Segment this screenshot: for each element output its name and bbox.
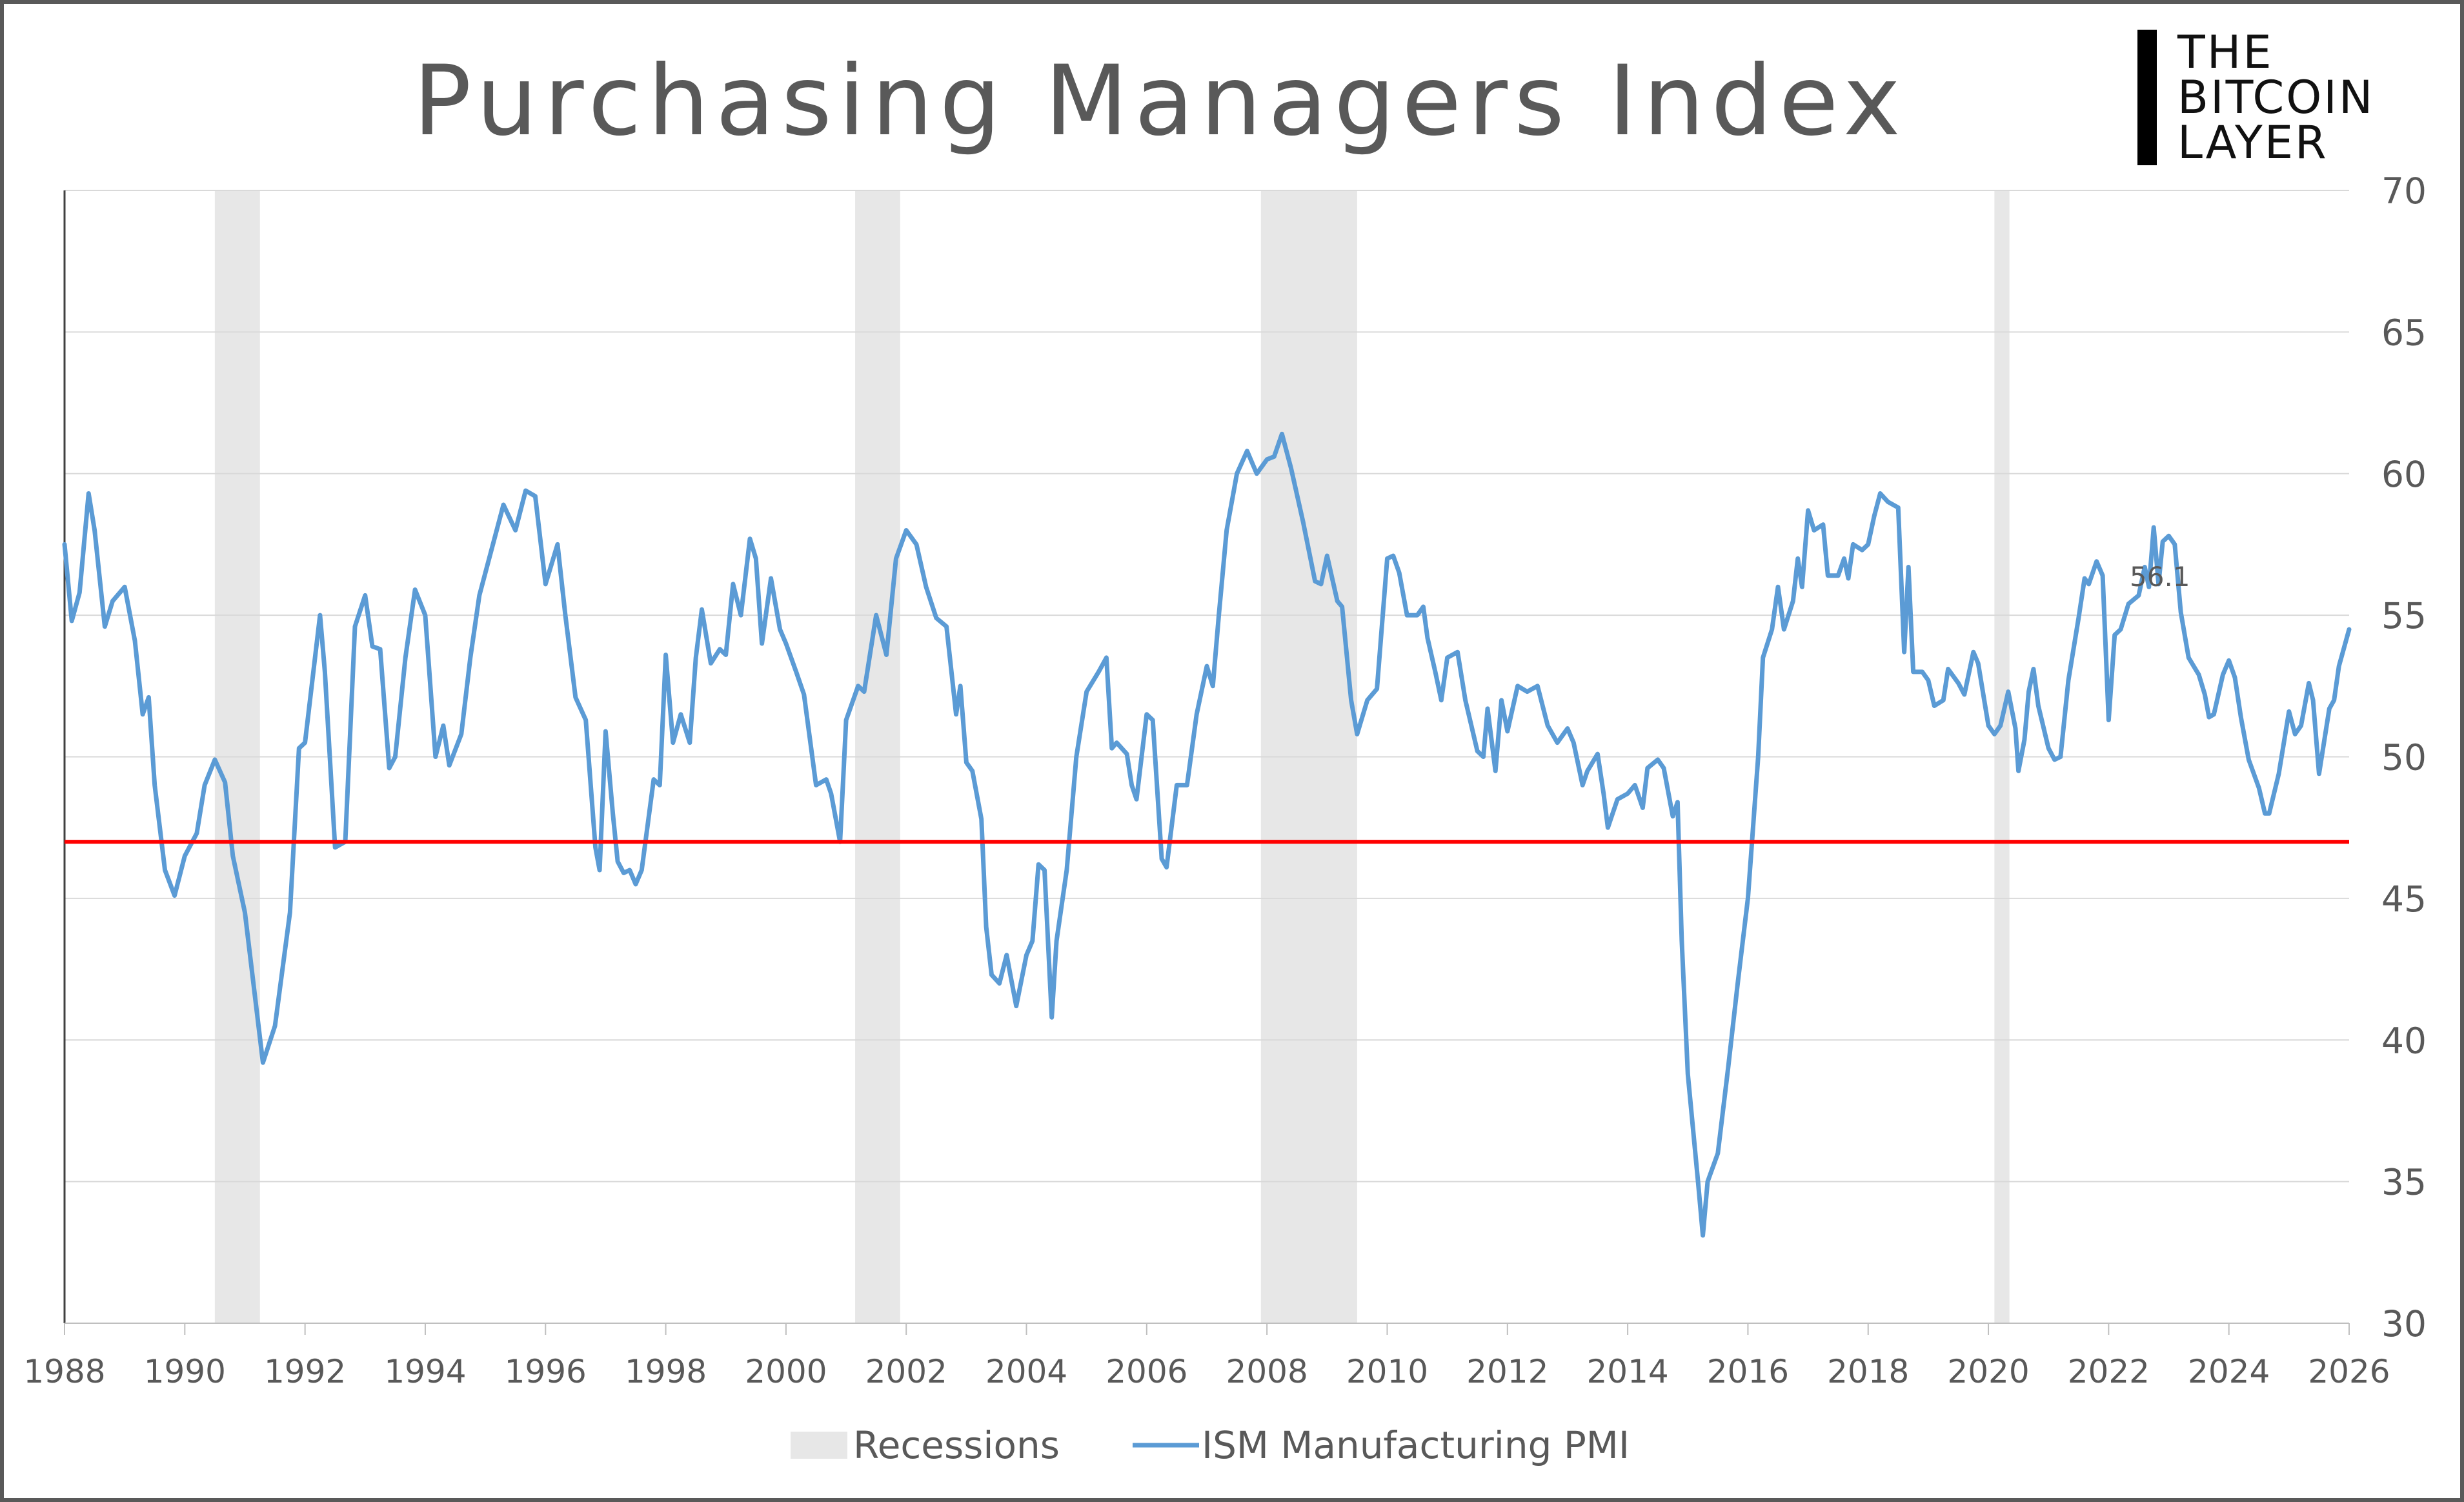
x-tick-1988: 1988 xyxy=(23,1353,105,1390)
x-tick-2024: 2024 xyxy=(2188,1353,2270,1390)
legend-swatch-recessions xyxy=(791,1432,847,1459)
x-tick-2026: 2026 xyxy=(2308,1353,2390,1390)
x-tick-2010: 2010 xyxy=(1346,1353,1428,1390)
y-tick-70: 70 xyxy=(2381,170,2427,212)
x-tick-1990: 1990 xyxy=(144,1353,226,1390)
x-tick-2008: 2008 xyxy=(1226,1353,1308,1390)
x-tick-2006: 2006 xyxy=(1106,1353,1187,1390)
series-line-0 xyxy=(62,431,2352,1238)
logo-line-3: LAYER xyxy=(2177,116,2328,169)
brand-logo: THE BITCOIN LAYER xyxy=(2137,30,2441,167)
y-tick-50: 50 xyxy=(2381,737,2427,778)
x-tick-labels: 1988 1990 1992 1994 1996 1998 2000 2002 2004 2006… xyxy=(23,1323,2390,1390)
x-tick-2002: 2002 xyxy=(865,1353,947,1390)
y-tick-30: 30 xyxy=(2381,1303,2427,1345)
legend-label-pmi: ISM Manufacturing PMI xyxy=(1202,1423,1630,1467)
x-tick-1998: 1998 xyxy=(625,1353,707,1390)
x-tick-1992: 1992 xyxy=(264,1353,346,1390)
x-tick-2012: 2012 xyxy=(1466,1353,1548,1390)
x-tick-2018: 2018 xyxy=(1827,1353,1909,1390)
series-layer xyxy=(62,431,2352,1238)
legend: Recessions ISM Manufacturing PMI xyxy=(791,1423,1630,1467)
y-tick-45: 45 xyxy=(2381,878,2427,920)
x-tick-2020: 2020 xyxy=(1947,1353,2029,1390)
x-tick-1996: 1996 xyxy=(505,1353,587,1390)
x-tick-2014: 2014 xyxy=(1586,1353,1668,1390)
last-value-label: 56.1 xyxy=(2130,561,2190,593)
logo-bar xyxy=(2137,30,2157,165)
y-tick-labels: 30 35 40 45 50 55 60 65 70 xyxy=(2381,170,2427,1345)
x-tick-1994: 1994 xyxy=(384,1353,466,1390)
x-tick-2016: 2016 xyxy=(1707,1353,1789,1390)
y-tick-40: 40 xyxy=(2381,1020,2427,1061)
y-tick-35: 35 xyxy=(2381,1162,2427,1203)
y-tick-55: 55 xyxy=(2381,595,2427,636)
x-tick-2022: 2022 xyxy=(2068,1353,2150,1390)
chart-title: Purchasing Managers Index xyxy=(413,45,1907,157)
logo-line-1: THE xyxy=(2177,26,2274,79)
legend-label-recessions: Recessions xyxy=(853,1423,1060,1467)
x-tick-2000: 2000 xyxy=(745,1353,827,1390)
y-tick-65: 65 xyxy=(2381,312,2427,353)
y-tick-60: 60 xyxy=(2381,454,2427,495)
logo-line-2: BITCOIN xyxy=(2177,71,2375,124)
x-tick-2004: 2004 xyxy=(985,1353,1067,1390)
gridlines xyxy=(65,190,2349,1182)
